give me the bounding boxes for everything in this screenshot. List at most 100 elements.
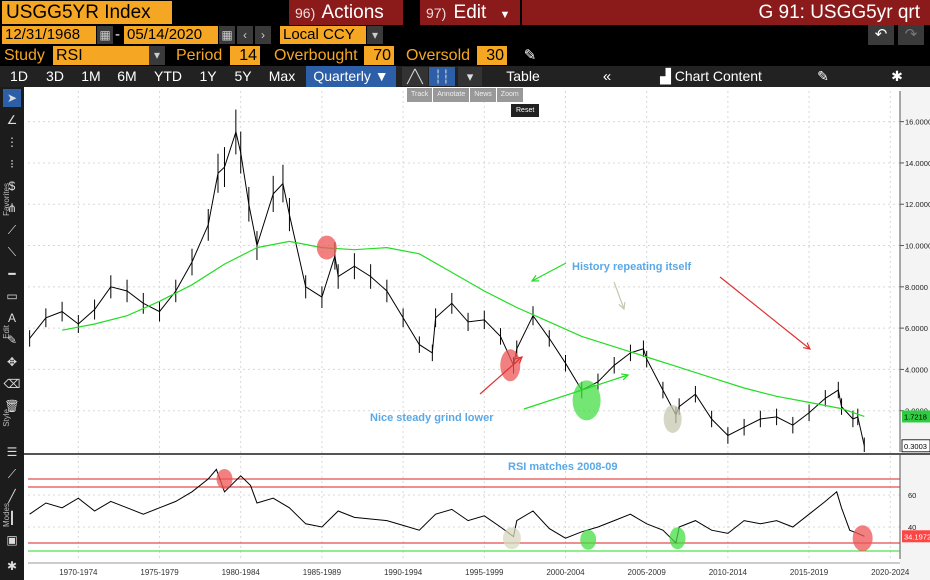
annotate-button[interactable]: Annotate (433, 88, 470, 102)
track-button[interactable]: Track (407, 88, 433, 102)
collapse-icon[interactable]: « (602, 68, 612, 85)
rsi-tick-label: 40 (908, 523, 916, 532)
start-date-input[interactable]: 12/31/1968 (2, 26, 96, 44)
bar-chart-icon[interactable]: ┆┆ (429, 67, 455, 86)
x-tick-label: 1995-1999 (465, 568, 504, 577)
fibonacci-icon[interactable]: ⋮ (6, 135, 18, 149)
channel-icon[interactable]: ▭ (6, 289, 18, 303)
news-button[interactable]: News (470, 88, 496, 102)
oversold-input[interactable]: 30 (477, 46, 507, 65)
oversold-label: Oversold (406, 47, 471, 64)
reset-button[interactable]: Reset (511, 104, 540, 117)
calendar-icon[interactable]: ▦ (219, 26, 235, 44)
chevron-left-icon[interactable]: ‹ (237, 26, 253, 44)
rsi-value-box (902, 530, 930, 543)
dollar-icon[interactable]: $ (8, 179, 16, 193)
line-chart-icon[interactable]: ╱╲ (402, 67, 428, 86)
select-mode-icon[interactable]: ▣ (6, 533, 18, 547)
gear-icon[interactable]: ✱ (6, 559, 18, 573)
calendar-icon[interactable]: ▦ (97, 26, 113, 44)
x-tick-label: 2000-2004 (546, 568, 585, 577)
tab-max[interactable]: Max (268, 68, 296, 84)
line-mode-icon[interactable]: ╱ (8, 489, 16, 503)
edit-menu[interactable]: 97) Edit ▼ (420, 0, 520, 25)
green-arrow-head (530, 274, 540, 282)
period-input[interactable]: 14 (230, 46, 260, 65)
actions-menu[interactable]: 96) Actions ▼ (289, 0, 403, 47)
tab-1m[interactable]: 1M (81, 68, 101, 84)
price-series-line (29, 130, 865, 446)
tab-1d[interactable]: 1D (10, 68, 28, 84)
zoom-button[interactable]: Zoom (496, 88, 523, 102)
range-separator: - (115, 26, 120, 43)
trend-icon[interactable]: ⟋ (7, 223, 17, 237)
grey-arrow (613, 281, 625, 310)
chevron-right-icon[interactable]: › (255, 26, 271, 44)
end-date-input[interactable]: 05/14/2020 (124, 26, 218, 44)
y-tick-label: 6.0000 (905, 324, 928, 333)
chevron-down-icon[interactable]: ▾ (458, 67, 482, 86)
pitchfork-icon[interactable]: ⋔ (6, 201, 18, 215)
chevron-down-icon[interactable]: ▾ (367, 26, 383, 44)
eraser-icon[interactable]: ⌫ (3, 377, 21, 391)
tab-6m[interactable]: 6M (117, 68, 137, 84)
x-tick-label: 1975-1979 (140, 568, 179, 577)
pencil-icon[interactable]: ✎ (523, 47, 537, 64)
chart-area[interactable]: 1970-1974 1975-1979 1980-1984 1985-1989 1990… (24, 87, 930, 580)
fib-fan-icon[interactable]: ⁝ (10, 157, 14, 171)
x-tick-label: 1990-1994 (384, 568, 423, 577)
tab-1y[interactable]: 1Y (199, 68, 217, 84)
chevron-down-icon[interactable]: ▾ (149, 46, 165, 65)
chart-svg: 1970-1974 1975-1979 1980-1984 1985-1989 1990… (24, 87, 930, 580)
actions-label: Actions (321, 2, 384, 23)
price-panel: 1970-1974 1975-1979 1980-1984 1985-1989 1990… (24, 87, 930, 580)
cursor-icon[interactable]: ➤ (3, 89, 21, 107)
tab-5y[interactable]: 5Y (234, 68, 252, 84)
horizontal-line-icon[interactable]: ━ (8, 267, 16, 281)
tab-3d[interactable]: 3D (46, 68, 64, 84)
rsi-value-label: 34.1972 (904, 532, 930, 541)
currency-select[interactable]: Local CCY (280, 26, 366, 44)
undo-icon[interactable]: ↶ (868, 25, 894, 45)
x-tick-label: 1985-1989 (303, 568, 342, 577)
edit-num: 97) (426, 5, 447, 21)
red-circle-marker (852, 525, 873, 552)
move-icon[interactable]: ✥ (6, 355, 18, 369)
chart-mini-toolbar: Track Annotate News Zoom (407, 88, 524, 102)
regression-icon[interactable]: ⟍ (7, 245, 17, 259)
green-arrow (531, 262, 567, 282)
x-tick-label: 2010-2014 (709, 568, 748, 577)
redo-icon[interactable]: ↷ (898, 25, 924, 45)
ticker-field[interactable]: USGG5YR Index (2, 1, 172, 24)
candles-icon[interactable]: ┃ (8, 511, 16, 525)
overbought-input[interactable]: 70 (364, 46, 394, 65)
ma-value-label: 1.7218 (904, 412, 927, 421)
draw-line-icon[interactable]: ∠ (6, 113, 18, 127)
tab-ytd[interactable]: YTD (154, 68, 182, 84)
gear-icon[interactable]: ✱ (891, 68, 903, 84)
draw-icon[interactable]: ⟋ (7, 467, 17, 481)
y-tick-label: 16.0000 (905, 118, 930, 127)
red-circle-marker (316, 235, 337, 260)
actions-num: 96) (295, 5, 316, 21)
rsi-series-line (29, 468, 865, 545)
y-tick-label: 8.0000 (905, 283, 928, 292)
text-icon[interactable]: A (7, 311, 16, 325)
green-circle-marker (669, 527, 686, 550)
red-circle-marker (216, 469, 233, 489)
x-tick-label: 2005-2009 (628, 568, 667, 577)
trash-icon[interactable]: 🗑 (4, 399, 20, 413)
red-arrow-head (515, 356, 523, 364)
red-arrow (719, 276, 811, 350)
study-label: Study (4, 47, 45, 64)
frequency-select[interactable]: Quarterly ▼ (306, 66, 396, 87)
chart-content-button[interactable]: ▟ Chart Content (646, 66, 776, 87)
edit-chart-icon[interactable]: ✎ (817, 68, 829, 84)
study-select[interactable]: RSI (53, 46, 149, 65)
list-icon[interactable]: ☰ (6, 445, 18, 459)
table-button[interactable]: Table (506, 68, 540, 84)
rsi-annotation: RSI matches 2008-09 (508, 461, 617, 473)
chart-content-label: Chart Content (674, 68, 762, 84)
pen-icon[interactable]: ✎ (6, 333, 18, 347)
